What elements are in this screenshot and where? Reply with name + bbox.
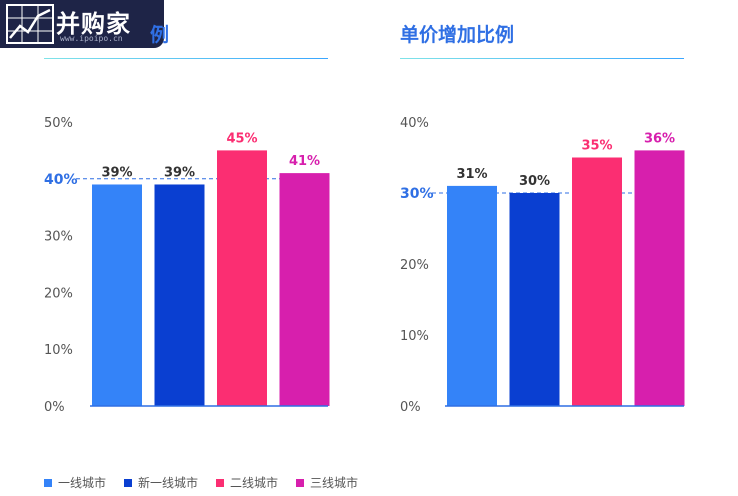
bar — [279, 173, 330, 406]
bar-value-label: 30% — [519, 174, 550, 189]
y-tick-label: 30% — [44, 230, 73, 245]
watermark-logo: 并购家 www.ipoipo.cn — [0, 0, 164, 48]
watermark-brand: 并购家 — [56, 10, 131, 38]
legend-swatch — [216, 478, 225, 487]
bar — [217, 150, 267, 406]
legend-item: 二线城市 — [216, 474, 278, 491]
y-tick-label: 10% — [44, 343, 73, 358]
legend-swatch — [124, 478, 133, 487]
bar — [634, 150, 685, 406]
legend-swatch — [296, 478, 305, 487]
y-tick-label: 10% — [400, 329, 429, 344]
y-tick-label: 20% — [44, 286, 73, 301]
bar — [509, 193, 560, 406]
legend-item: 三线城市 — [296, 474, 358, 491]
legend-item: 新一线城市 — [124, 474, 198, 491]
y-tick-label: 40% — [44, 172, 78, 188]
right-chart-title: 单价增加比例 — [400, 24, 515, 46]
bar-value-label: 41% — [289, 154, 320, 169]
y-tick-label: 0% — [44, 400, 65, 415]
bar — [92, 184, 142, 406]
bar — [572, 157, 622, 406]
bar-value-label: 39% — [101, 165, 132, 180]
bar — [154, 184, 205, 406]
y-tick-label: 20% — [400, 258, 429, 273]
bar-value-label: 45% — [226, 131, 257, 146]
left-title-underline — [44, 58, 328, 59]
legend-label: 二线城市 — [230, 476, 279, 490]
right-title-underline — [400, 58, 684, 59]
bar-value-label: 39% — [164, 165, 195, 180]
legend-label: 一线城市 — [58, 476, 107, 490]
bar — [447, 185, 497, 406]
y-tick-label: 30% — [400, 186, 434, 202]
legend-swatch — [44, 478, 52, 487]
y-tick-label: 50% — [44, 116, 73, 131]
watermark-url: www.ipoipo.cn — [60, 34, 123, 43]
legend-label: 三线城市 — [310, 476, 359, 490]
legend-label: 新一线城市 — [138, 476, 199, 490]
chart-logo-icon — [6, 4, 54, 44]
y-tick-label: 0% — [400, 400, 421, 415]
legend-item: 一线城市 — [44, 474, 106, 491]
bar-value-label: 35% — [581, 139, 612, 154]
y-tick-label: 40% — [400, 116, 429, 131]
bar-value-label: 31% — [456, 167, 487, 182]
legend: 一线城市 新一线城市 二线城市 三线城市 — [44, 474, 358, 491]
left-chart-title: 例 — [150, 24, 170, 46]
bar-value-label: 36% — [644, 131, 675, 146]
